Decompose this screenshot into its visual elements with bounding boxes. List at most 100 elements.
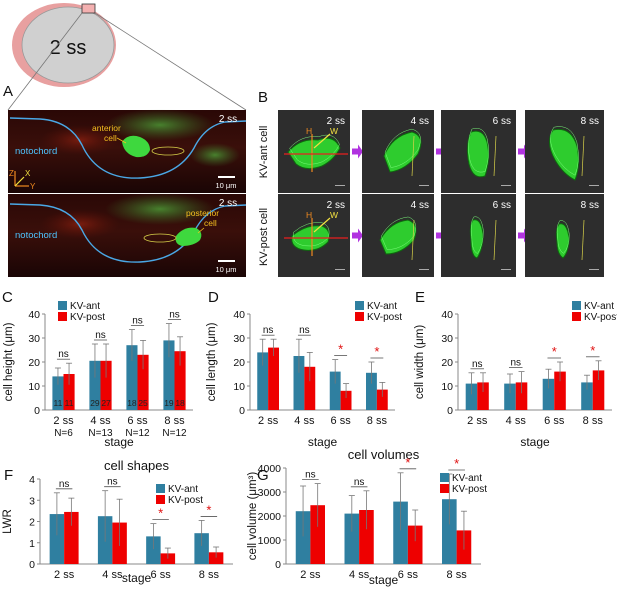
y-tick-label: 10 [28,381,40,393]
n-label: 18 [175,398,185,408]
x-axis-label: stage [369,573,399,587]
bar [52,376,64,410]
x-tick-label: 2 ss [467,415,488,427]
chart-d: D 0 10 20 30 40 cell length (μm) stage ns 2 ss ns 4… [206,289,402,449]
legend-swatch [156,484,165,493]
legend-label: KV-post [70,312,105,323]
scale-bar-label: 10 μm [216,181,237,190]
significance-label: ns [510,358,521,369]
bar [359,510,374,564]
legend-swatch [355,312,364,321]
legend-label: KV-ant [584,301,614,312]
y-axis-label: LWR [2,509,14,534]
legend-swatch [156,495,165,504]
bar [515,382,528,410]
y-tick-label: 20 [233,357,245,369]
bar [366,372,377,410]
y-tick-label: 20 [441,357,453,369]
bar [340,390,352,410]
bar [295,511,311,564]
significance-label: ns [107,477,118,488]
chart-title: cell volumes [348,447,420,462]
x-axis-label: stage [104,435,134,449]
legend-swatch [572,301,581,310]
bar [89,360,101,410]
y-tick-label: 3000 [258,487,282,499]
legend-label: KV-ant [70,301,100,312]
svg-text:Y: Y [30,182,36,191]
zoom-line-left [7,12,83,111]
measure-line [581,135,585,177]
significance-label: ns [59,479,70,490]
legend-label: KV-post [584,312,617,323]
y-tick-label: 4 [29,474,35,486]
x-axis-label: stage [520,435,550,449]
legend-swatch [572,312,581,321]
bar [542,378,555,410]
panel-letter: E [415,289,425,306]
width-arrow [313,133,331,149]
bar [581,382,593,410]
legend-label: KV-post [367,312,402,323]
stage-label: 2 ss [219,114,237,125]
stage-label: 2 ss [327,116,345,127]
cell-3d-shape [287,137,341,170]
cell-render-tile: 4 ss [362,110,434,193]
legend-label: KV-ant [367,301,397,312]
bar [194,533,209,564]
y-tick-label: 30 [441,333,453,345]
significance-label: ns [263,325,274,336]
bar [442,499,457,564]
kv-lumen-outline [151,146,185,156]
x-tick-label: 6 ss [331,415,352,427]
bar [268,347,279,410]
legend-swatch [440,484,449,493]
x-tick-sublabel: N=13 [88,428,113,439]
y-tick-label: 40 [233,309,245,321]
x-tick-label: 2 ss [300,569,321,581]
measure-line [411,219,415,261]
panel-letter: C [2,289,13,306]
x-tick-sublabel: N=6 [54,428,73,439]
panel-letter-a: A [3,83,13,100]
embryo-stage-label: 2 ss [50,37,87,59]
x-tick-label: 6 ss [127,415,148,427]
bar [310,505,325,564]
chart-title: cell shapes [104,458,170,473]
significance-label: * [338,342,343,357]
posterior-cell-shape [175,227,202,246]
significance-label: * [158,506,163,521]
n-label: 11 [65,398,74,408]
svg-text:X: X [25,169,31,178]
chart-f: F 0 1 2 3 4 LWR stage cell shapes ns 2 ss ns 4 ss * 6 … [2,458,233,585]
axis-indicator: Z X Y [9,169,36,191]
x-tick-label: 8 ss [447,569,468,581]
panel-letter: F [4,467,13,484]
y-tick-label: 40 [28,309,40,321]
progression-arrow [352,144,363,159]
x-tick-label: 6 ss [398,569,419,581]
width-label: W [330,126,338,136]
significance-label: ns [305,470,316,481]
svg-text:Z: Z [9,169,14,178]
bar [146,536,161,564]
bar [465,383,478,410]
kv-lumen-outline [143,233,177,243]
y-tick-label: 10 [441,381,453,393]
panel-a-image-2: 2 ss notochord posterior cell 10 μm [8,193,247,277]
cell-label-line1: posterior [186,208,219,218]
scale-bar [218,176,235,178]
y-tick-label: 0 [29,559,35,571]
cell-3d-shape [466,130,490,178]
bar [304,366,316,410]
legend-label: KV-post [168,495,203,506]
width-label: W [330,210,338,220]
bar [293,356,305,410]
panel-letter: D [208,289,219,306]
stage-label: 4 ss [411,116,429,127]
y-tick-label: 30 [233,333,245,345]
scale-bar-label: 10 μm [216,265,237,274]
embryo-body [21,6,115,84]
